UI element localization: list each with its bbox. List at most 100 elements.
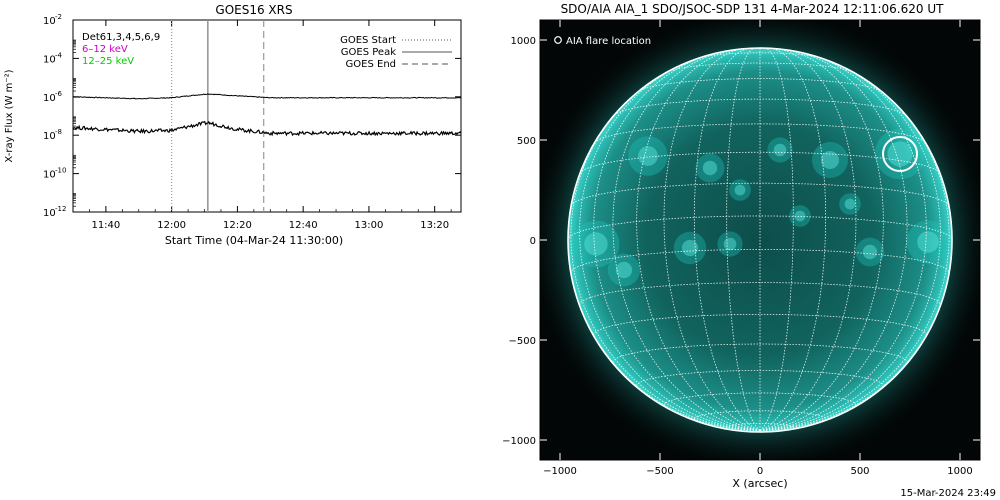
goes-y-tick-label: 10 [43,170,56,181]
active-region-core [862,244,878,260]
grid-line [579,151,941,174]
aia-x-tick-label: 0 [757,466,763,477]
grid-line [693,48,761,431]
goes-x-axis: 11:40 12:00 12:20 12:40 13:00 13:20 [72,20,452,231]
active-region-core [615,261,633,279]
goes-legend: GOES Start GOES Peak GOES End [340,35,452,70]
flare-location-marker [882,136,918,172]
active-region-patch [628,136,668,176]
active-region-patch [717,231,743,257]
aia-x-tick-label: −1000 [543,466,577,477]
legend-goes-end: GOES End [346,59,396,70]
goes-event-markers [171,20,265,212]
aia-x-tick-label: 1000 [947,466,972,477]
active-region-patch [572,220,620,268]
aia-y-tick-label: 500 [517,136,536,147]
grid-line [568,215,952,241]
grid-line [663,48,761,431]
goes-band-label-12-25: 12–25 keV [82,56,134,67]
goes-x-tick-label: 12:40 [289,220,318,231]
active-region-core [917,231,939,253]
grid-line [593,53,761,431]
legend-goes-peak: GOES Peak [341,47,396,58]
legend-goes-start: GOES Start [340,35,396,46]
goes-y-tick-exponent: -4 [55,51,63,59]
grid-line [612,50,761,431]
goes-y-tick-exponent: -2 [55,13,62,21]
active-region-patch [855,237,885,267]
active-region-patch [789,205,811,227]
active-region-patch [839,193,861,215]
grid-line [759,53,927,431]
grid-line [612,343,908,363]
goes-y-tick-label: 10 [43,54,56,65]
goes-y-tick-exponent: -6 [55,90,63,98]
active-region-core [638,146,658,166]
active-region-core [844,198,856,210]
goes-x-tick-label: 13:00 [355,220,384,231]
active-region-patch [695,153,725,183]
active-region-patch [729,179,751,201]
goes-y-tick-exponent: -10 [55,167,66,175]
aia-x-axis-label: X (arcsec) [732,477,787,490]
grid-line [759,48,884,431]
aia-y-tick-label: −500 [509,336,536,347]
goes-y-tick-label: 10 [43,93,56,104]
grid-line [759,48,794,431]
goes-y-tick-label: 10 [43,131,56,142]
aia-chart-title: SDO/AIA AIA_1 SDO/JSOC-SDP 131 4-Mar-202… [561,2,945,16]
active-region-core [584,232,608,256]
active-region-core [734,184,746,196]
grid-line [693,410,827,420]
goes-x-tick-label: 13:20 [420,220,449,231]
aia-y-tick-label: −1000 [502,436,536,447]
active-region-core [821,151,839,169]
active-region-core [773,143,787,157]
aia-legend: AIA flare location [554,36,651,47]
goes-y-axis-label: X-ray Flux (W m⁻²) [4,69,15,162]
aia-y-tick-label: 0 [530,236,536,247]
grid-line [759,48,827,431]
active-region-core [702,160,718,176]
grid-line [759,50,908,431]
active-region-brightenings [572,128,950,287]
grid-line [699,52,821,59]
footer-timestamp: 15-Mar-2024 23:49 [900,488,996,499]
goes-series-group [72,93,462,137]
grid-line [759,48,857,431]
aia-y-axis: −1000 −500 0 500 1000 [502,36,980,447]
goes-y-tick-exponent: -8 [55,128,62,136]
aia-image-chart: SDO/AIA AIA_1 SDO/JSOC-SDP 131 4-Mar-202… [502,2,981,490]
aia-legend-marker [554,36,562,44]
active-region-core [887,141,913,167]
solar-limb [567,47,953,433]
aia-legend-label: AIA flare location [566,36,651,47]
active-region-core [681,239,699,257]
grid-line [570,86,761,431]
active-region-core [723,237,737,251]
active-region-patch [767,137,793,163]
goes-chart-title: GOES16 XRS [215,3,292,17]
aia-y-tick-label: 1000 [511,36,536,47]
aia-x-tick-label: 500 [850,466,869,477]
grid-line [638,78,882,92]
grid-line [759,59,941,431]
active-region-patch [673,231,707,265]
aia-image-content [540,20,980,460]
goes-detector-label: Det61,3,4,5,6,9 [82,32,160,43]
goes-series-short [72,120,462,137]
grid-line [759,86,950,431]
grid-line [636,48,761,431]
goes-y-tick-label: 10 [43,16,56,27]
goes-x-tick-label: 12:00 [157,220,186,231]
goes-x-axis-label: Start Time (04-Mar-24 11:30:00) [165,234,343,247]
goes-series-long [73,93,462,100]
grid-line [579,59,761,431]
goes-y-tick-exponent: -12 [55,205,66,213]
grid-line [594,123,926,143]
goes-x-tick-label: 12:20 [223,220,252,231]
goes-y-tick-label: 10 [43,208,56,219]
